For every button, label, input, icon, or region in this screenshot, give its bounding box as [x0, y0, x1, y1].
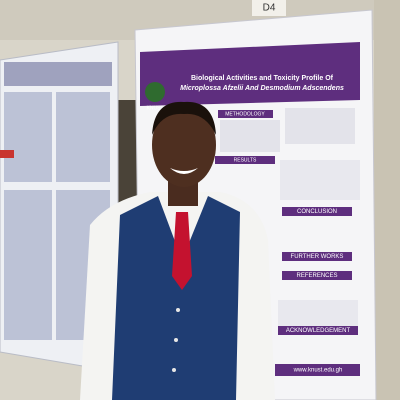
section-heading: RESULTS	[234, 157, 257, 163]
left-poster-header	[4, 62, 112, 86]
poster-title: Microplossa Afzelii And Desmodium Adscen…	[180, 85, 344, 92]
logo-badge	[145, 82, 165, 102]
section-bar	[218, 110, 273, 118]
section-bar	[282, 252, 352, 261]
left-poster-accent	[0, 150, 14, 158]
poster-title: Biological Activities and Toxicity Profi…	[191, 75, 334, 82]
vest-buttons	[172, 308, 180, 372]
section-heading: CONCLUSION	[297, 209, 337, 215]
poster-panels	[220, 108, 360, 326]
board-label-box	[252, 0, 286, 16]
section-heading: METHODOLOGY	[225, 111, 265, 117]
section-bar	[215, 156, 275, 164]
section-heading: REFERENCES	[296, 273, 337, 279]
poster-website: www.knust.edu.gh	[293, 368, 343, 374]
section-heading: FURTHER WORKS	[291, 254, 344, 260]
head	[152, 103, 216, 187]
tie	[172, 212, 192, 290]
poster-header	[140, 42, 360, 106]
section-bar	[282, 271, 352, 280]
vest	[112, 196, 240, 400]
pillar	[374, 0, 400, 400]
hair	[152, 101, 216, 135]
footer-bar	[275, 364, 360, 376]
smile	[170, 168, 198, 174]
section-heading: ACKNOWLEDGEMENT	[286, 328, 351, 334]
section-bar	[278, 326, 358, 335]
logo-text: KNUST	[147, 105, 164, 111]
board-label: D4	[263, 3, 276, 14]
section-bar	[282, 207, 352, 216]
